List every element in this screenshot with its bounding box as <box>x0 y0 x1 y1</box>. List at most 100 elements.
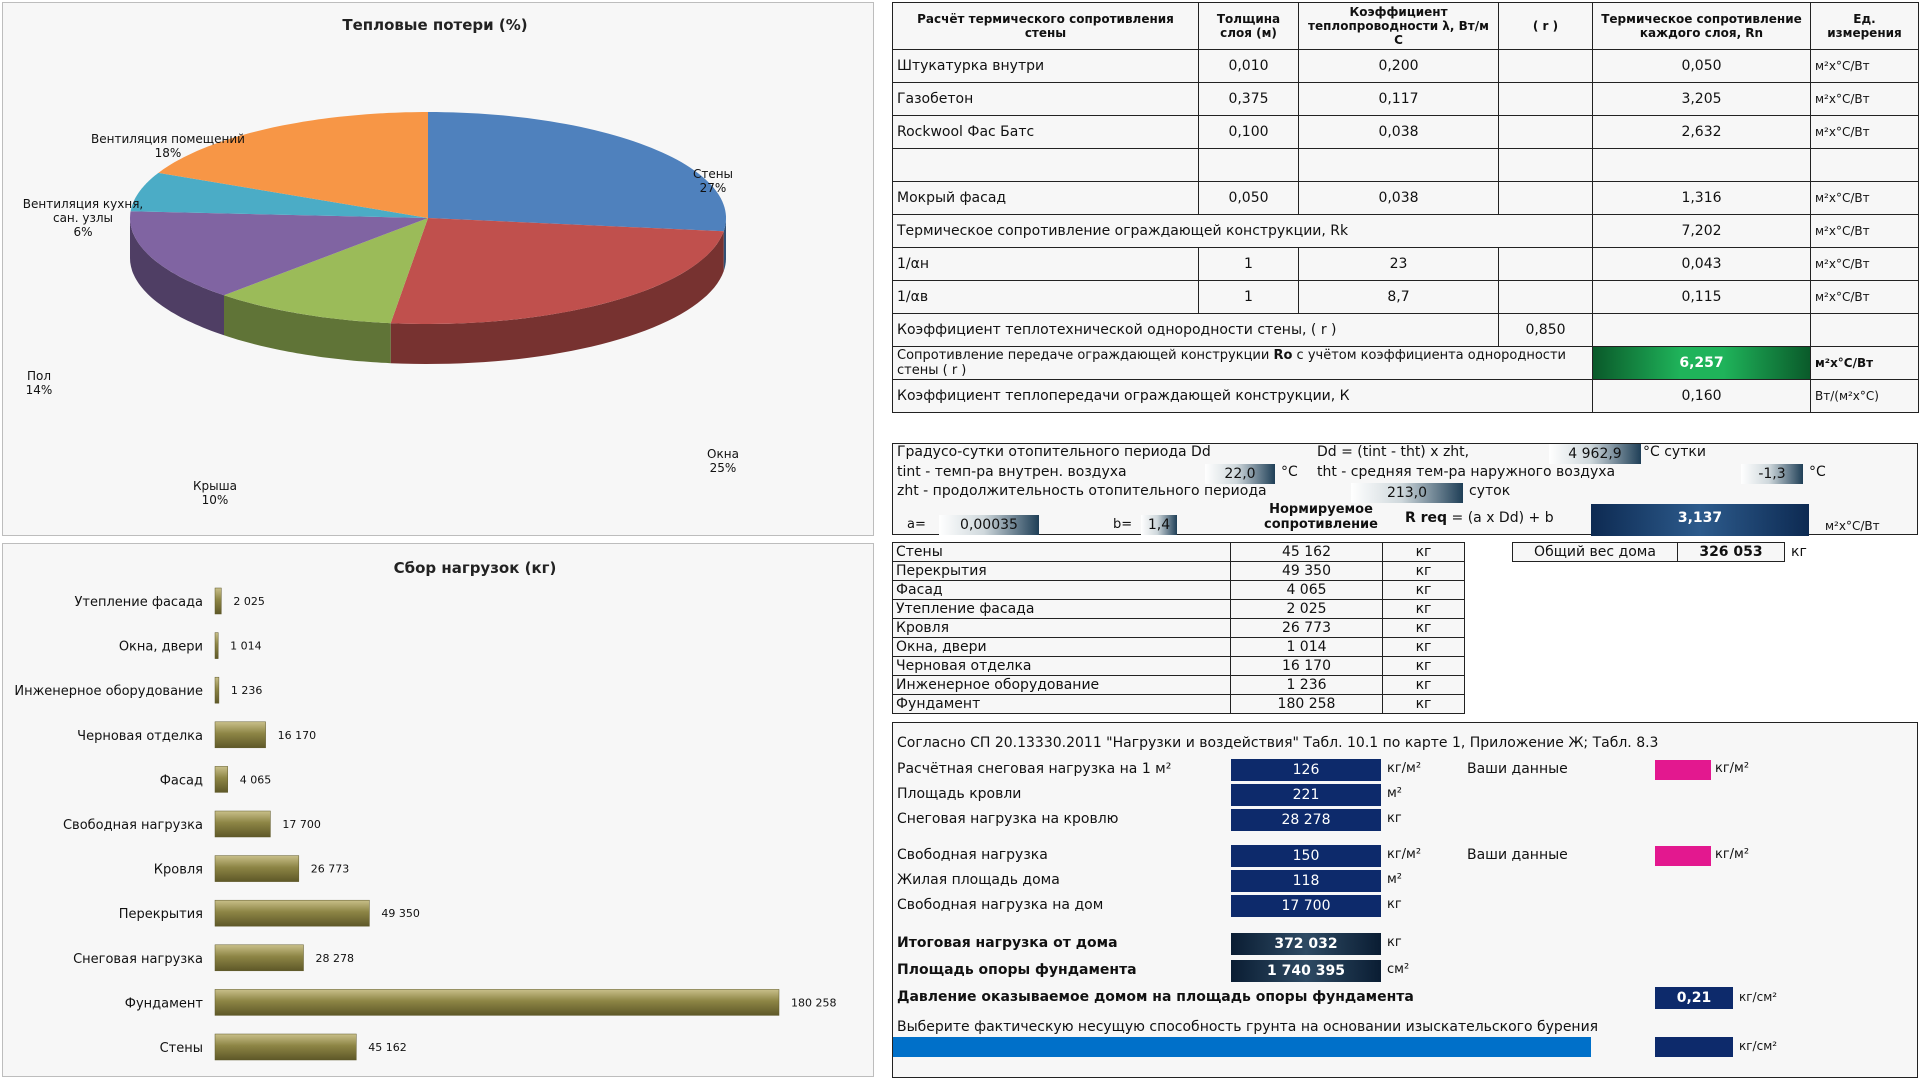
layer-lambda[interactable]: 0,117 <box>1298 82 1499 116</box>
layer-lambda[interactable]: 0,038 <box>1298 115 1499 149</box>
layer-thickness[interactable]: 0,050 <box>1198 181 1299 215</box>
a-value[interactable]: 0,00035 <box>939 515 1039 535</box>
living-area-value[interactable]: 118 <box>1231 870 1381 892</box>
weight-value: 4 065 <box>1230 580 1383 600</box>
layer-rn: 1,316 <box>1592 181 1811 215</box>
dd-value: 4 962,9 <box>1549 444 1641 464</box>
layer-row: Штукатурка внутри 0,010 0,200 0,050 м²х°… <box>892 49 1919 83</box>
k-value: 0,160 <box>1592 379 1811 413</box>
bar <box>214 587 222 615</box>
ro-unit: м²х°С/Вт <box>1810 346 1919 380</box>
your-data-unit: кг/м² <box>1715 761 1750 776</box>
total-weight-value: 326 053 <box>1677 542 1785 562</box>
weight-value: 2 025 <box>1230 599 1383 619</box>
rk-unit: м²х°С/Вт <box>1810 214 1919 248</box>
bar <box>214 721 266 749</box>
layer-thickness[interactable]: 0,375 <box>1198 82 1299 116</box>
calc-snow-unit: кг/м² <box>1387 761 1422 776</box>
dd-label: Градусо-сутки отопительного периода Dd <box>897 444 1211 460</box>
layer-thickness[interactable]: 0,010 <box>1198 49 1299 83</box>
layer-lambda[interactable]: 0,038 <box>1298 181 1499 215</box>
roof-snow-value: 28 278 <box>1231 809 1381 831</box>
calc-snow-value: 126 <box>1231 759 1381 781</box>
layer-r <box>1498 115 1593 149</box>
layer-unit: м²х°С/Вт <box>1810 49 1919 83</box>
bar-value-label: 4 065 <box>240 773 271 786</box>
layer-lambda[interactable]: 0,200 <box>1298 49 1499 83</box>
layer-lambda[interactable] <box>1298 148 1499 182</box>
pie-value-label: 6% <box>73 225 92 239</box>
layer-name[interactable] <box>892 148 1199 182</box>
weight-unit: кг <box>1382 599 1465 619</box>
pie-slice-side <box>390 231 724 364</box>
bar-value-label: 1 014 <box>230 640 262 653</box>
dd-unit: °С сутки <box>1643 444 1706 460</box>
bar-category-label: Фундамент <box>125 996 204 1011</box>
bar-category-label: Утепление фасада <box>74 595 203 610</box>
layer-thickness[interactable]: 0,100 <box>1198 115 1299 149</box>
soil-capacity-value <box>1655 1037 1733 1057</box>
av-value: 0,115 <box>1592 280 1811 314</box>
living-area-label: Жилая площадь дома <box>897 872 1060 888</box>
av-thickness: 1 <box>1198 280 1299 314</box>
bar-category-label: Свободная нагрузка <box>63 818 203 833</box>
total-weight-label: Общий вес дома <box>1512 542 1678 562</box>
pressure-label: Давление оказываемое домом на площадь оп… <box>897 989 1414 1005</box>
living-area-unit: м² <box>1387 872 1403 887</box>
soil-select-dropdown[interactable] <box>893 1037 1591 1057</box>
weight-unit: кг <box>1382 561 1465 581</box>
zht-value[interactable]: 213,0 <box>1351 483 1463 503</box>
tht-value[interactable]: -1,3 <box>1741 464 1803 484</box>
layer-unit: м²х°С/Вт <box>1810 181 1919 215</box>
bar <box>214 766 228 793</box>
roof-snow-label: Снеговая нагрузка на кровлю <box>897 811 1119 827</box>
pie-slice <box>428 112 726 232</box>
header-thickness: Толщина слоя (м) <box>1198 2 1299 50</box>
rreq-formula-text: = (a x Dd) + b <box>1447 510 1554 526</box>
an-lambda: 23 <box>1298 247 1499 281</box>
layer-thickness[interactable] <box>1198 148 1299 182</box>
weight-name: Кровля <box>892 618 1231 638</box>
total-load-unit: кг <box>1387 935 1402 950</box>
snow-load-block: Согласно СП 20.13330.2011 "Нагрузки и во… <box>892 722 1918 1078</box>
layer-r <box>1498 148 1593 182</box>
pie-category-label: Стены <box>693 167 733 181</box>
rreq-bold: R req <box>1405 510 1448 526</box>
layer-name: Штукатурка внутри <box>892 49 1199 83</box>
your-data2-label: Ваши данные <box>1467 847 1568 863</box>
pie-category-label: Вентиляция кухня, <box>23 197 143 211</box>
pie-value-label: 14% <box>26 383 53 397</box>
weight-name: Стены <box>892 542 1231 562</box>
free-load-value[interactable]: 150 <box>1231 845 1381 867</box>
tint-label: tint - темп-ра внутрен. воздуха <box>897 464 1127 480</box>
weight-name: Фундамент <box>892 694 1231 714</box>
bar-value-label: 17 700 <box>282 818 321 831</box>
layer-rn: 0,050 <box>1592 49 1811 83</box>
pie-category-label: Пол <box>27 369 51 383</box>
tint-unit: °С <box>1281 464 1298 480</box>
layer-name: Rockwool Фас Батс <box>892 115 1199 149</box>
header-calc: Расчёт термического сопротивления стены <box>892 2 1199 50</box>
weight-row: Кровля 26 773 кг <box>892 618 1465 638</box>
weight-unit: кг <box>1382 656 1465 676</box>
layer-unit <box>1810 148 1919 182</box>
your-snow-input[interactable] <box>1655 760 1711 780</box>
your-free-load-input[interactable] <box>1655 846 1711 866</box>
b-value[interactable]: 1,4 <box>1141 515 1177 535</box>
an-value: 0,043 <box>1592 247 1811 281</box>
tht-unit: °С <box>1809 464 1826 480</box>
homogeneity-value[interactable]: 0,850 <box>1498 313 1593 347</box>
weight-unit: кг <box>1382 618 1465 638</box>
total-load-label: Итоговая нагрузка от дома <box>897 935 1118 951</box>
weights-table: Стены 45 162 кг Перекрытия 49 350 кг Фасад 4 … <box>892 542 1465 714</box>
bar-category-label: Кровля <box>154 863 203 878</box>
loads-bar-chart: Сбор нагрузок (кг) Утепление фасада 2 025… <box>2 543 874 1077</box>
header-lambda: Коэффициент теплопроводности λ, Вт/м С <box>1298 2 1499 50</box>
bar-group: Утепление фасада 2 025 Окна, двери 1 014 Инж… <box>14 587 837 1061</box>
weight-row: Перекрытия 49 350 кг <box>892 561 1465 581</box>
bar-value-label: 180 258 <box>791 996 837 1009</box>
tint-value[interactable]: 22,0 <box>1205 464 1275 484</box>
ro-label-post: с учётом коэффициента однородности стены… <box>897 348 1566 378</box>
weight-value: 180 258 <box>1230 694 1383 714</box>
bar-value-label: 45 162 <box>368 1041 407 1054</box>
